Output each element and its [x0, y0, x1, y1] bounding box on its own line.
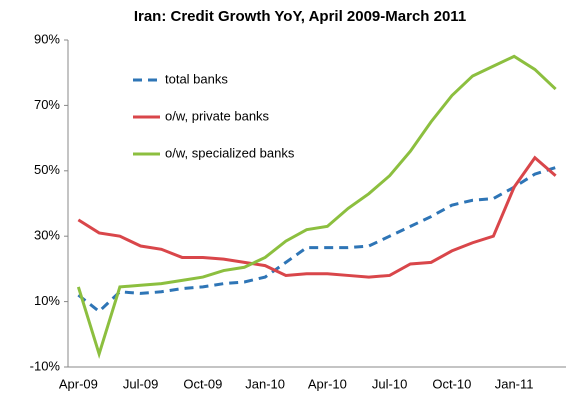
y-tick-label: 50% [34, 162, 60, 177]
y-tick-label: 10% [34, 293, 60, 308]
y-tick-label: -10% [30, 358, 61, 373]
x-tick-label: Jul-09 [123, 376, 158, 391]
series-line [77, 155, 557, 279]
series-line [76, 54, 557, 359]
x-tick-label: Jul-10 [372, 376, 407, 391]
y-tick-label: 90% [34, 31, 60, 46]
x-tick-label: Apr-09 [59, 376, 98, 391]
chart-title: Iran: Credit Growth YoY, April 2009-Marc… [134, 8, 466, 25]
y-tick-label: 30% [34, 228, 60, 243]
x-tick-label: Oct-09 [183, 376, 222, 391]
x-tick-label: Oct-10 [432, 376, 471, 391]
x-tick-label: Jan-10 [245, 376, 285, 391]
series-line [77, 166, 557, 314]
y-tick-label: 70% [34, 97, 60, 112]
legend-label: total banks [165, 71, 228, 86]
x-tick-label: Jan-11 [495, 376, 534, 391]
legend-label: o/w, private banks [165, 108, 270, 123]
x-tick-label: Apr-10 [308, 376, 347, 391]
legend-label: o/w, specialized banks [165, 145, 295, 160]
